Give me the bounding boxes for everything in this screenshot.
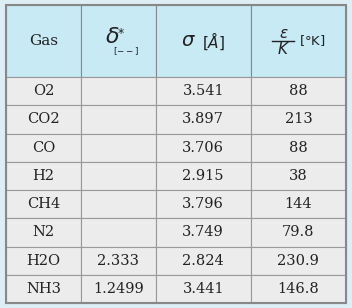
Bar: [81, 275, 156, 303]
Text: 3.796: 3.796: [182, 197, 224, 211]
Bar: [81, 246, 156, 275]
Bar: [251, 275, 346, 303]
Bar: [81, 105, 156, 133]
Text: $_{[--]}$: $_{[--]}$: [113, 44, 139, 58]
Bar: [251, 162, 346, 190]
Text: $\varepsilon$: $\varepsilon$: [278, 26, 288, 42]
Bar: [156, 190, 251, 218]
Bar: [6, 5, 81, 77]
Bar: [156, 275, 251, 303]
Bar: [251, 133, 346, 162]
Text: 3.441: 3.441: [182, 282, 224, 296]
Text: CH4: CH4: [27, 197, 60, 211]
Bar: [156, 77, 251, 105]
Text: 213: 213: [284, 112, 312, 126]
Bar: [81, 133, 156, 162]
Text: 3.706: 3.706: [182, 141, 224, 155]
Bar: [81, 162, 156, 190]
Bar: [6, 133, 81, 162]
Text: $K$: $K$: [277, 41, 290, 57]
Bar: [251, 246, 346, 275]
Text: 3.897: 3.897: [182, 112, 224, 126]
Bar: [6, 275, 81, 303]
Bar: [6, 105, 81, 133]
Bar: [156, 246, 251, 275]
Text: H2: H2: [32, 169, 55, 183]
Bar: [6, 77, 81, 105]
Bar: [6, 246, 81, 275]
Text: CO: CO: [32, 141, 55, 155]
Text: Gas: Gas: [29, 34, 58, 48]
Text: $[\AA]$: $[\AA]$: [202, 30, 225, 52]
Bar: [6, 162, 81, 190]
Bar: [81, 5, 156, 77]
Text: 88: 88: [289, 84, 308, 98]
Bar: [81, 77, 156, 105]
Bar: [156, 162, 251, 190]
Text: N2: N2: [32, 225, 55, 239]
Bar: [251, 5, 346, 77]
Bar: [251, 190, 346, 218]
Text: $\delta$: $\delta$: [105, 27, 119, 47]
Text: 2.333: 2.333: [97, 253, 139, 268]
Text: 2.824: 2.824: [182, 253, 224, 268]
Bar: [251, 77, 346, 105]
Text: O2: O2: [33, 84, 54, 98]
Text: $\sigma$: $\sigma$: [181, 31, 196, 51]
Bar: [156, 218, 251, 246]
Bar: [6, 190, 81, 218]
Text: 2.915: 2.915: [182, 169, 224, 183]
Text: 79.8: 79.8: [282, 225, 315, 239]
Bar: [81, 190, 156, 218]
Bar: [156, 105, 251, 133]
Text: H2O: H2O: [26, 253, 61, 268]
Text: 144: 144: [284, 197, 312, 211]
Text: 230.9: 230.9: [277, 253, 319, 268]
Bar: [81, 218, 156, 246]
Text: 3.749: 3.749: [182, 225, 224, 239]
Bar: [251, 218, 346, 246]
Text: 3.541: 3.541: [182, 84, 224, 98]
Text: 1.2499: 1.2499: [93, 282, 144, 296]
Text: 146.8: 146.8: [277, 282, 319, 296]
Bar: [156, 133, 251, 162]
Text: NH3: NH3: [26, 282, 61, 296]
Text: $*$: $*$: [117, 25, 125, 38]
Bar: [6, 218, 81, 246]
Text: 88: 88: [289, 141, 308, 155]
Text: CO2: CO2: [27, 112, 60, 126]
Text: 38: 38: [289, 169, 308, 183]
Text: [$\degree$K]: [$\degree$K]: [299, 34, 326, 48]
Bar: [156, 5, 251, 77]
Bar: [251, 105, 346, 133]
